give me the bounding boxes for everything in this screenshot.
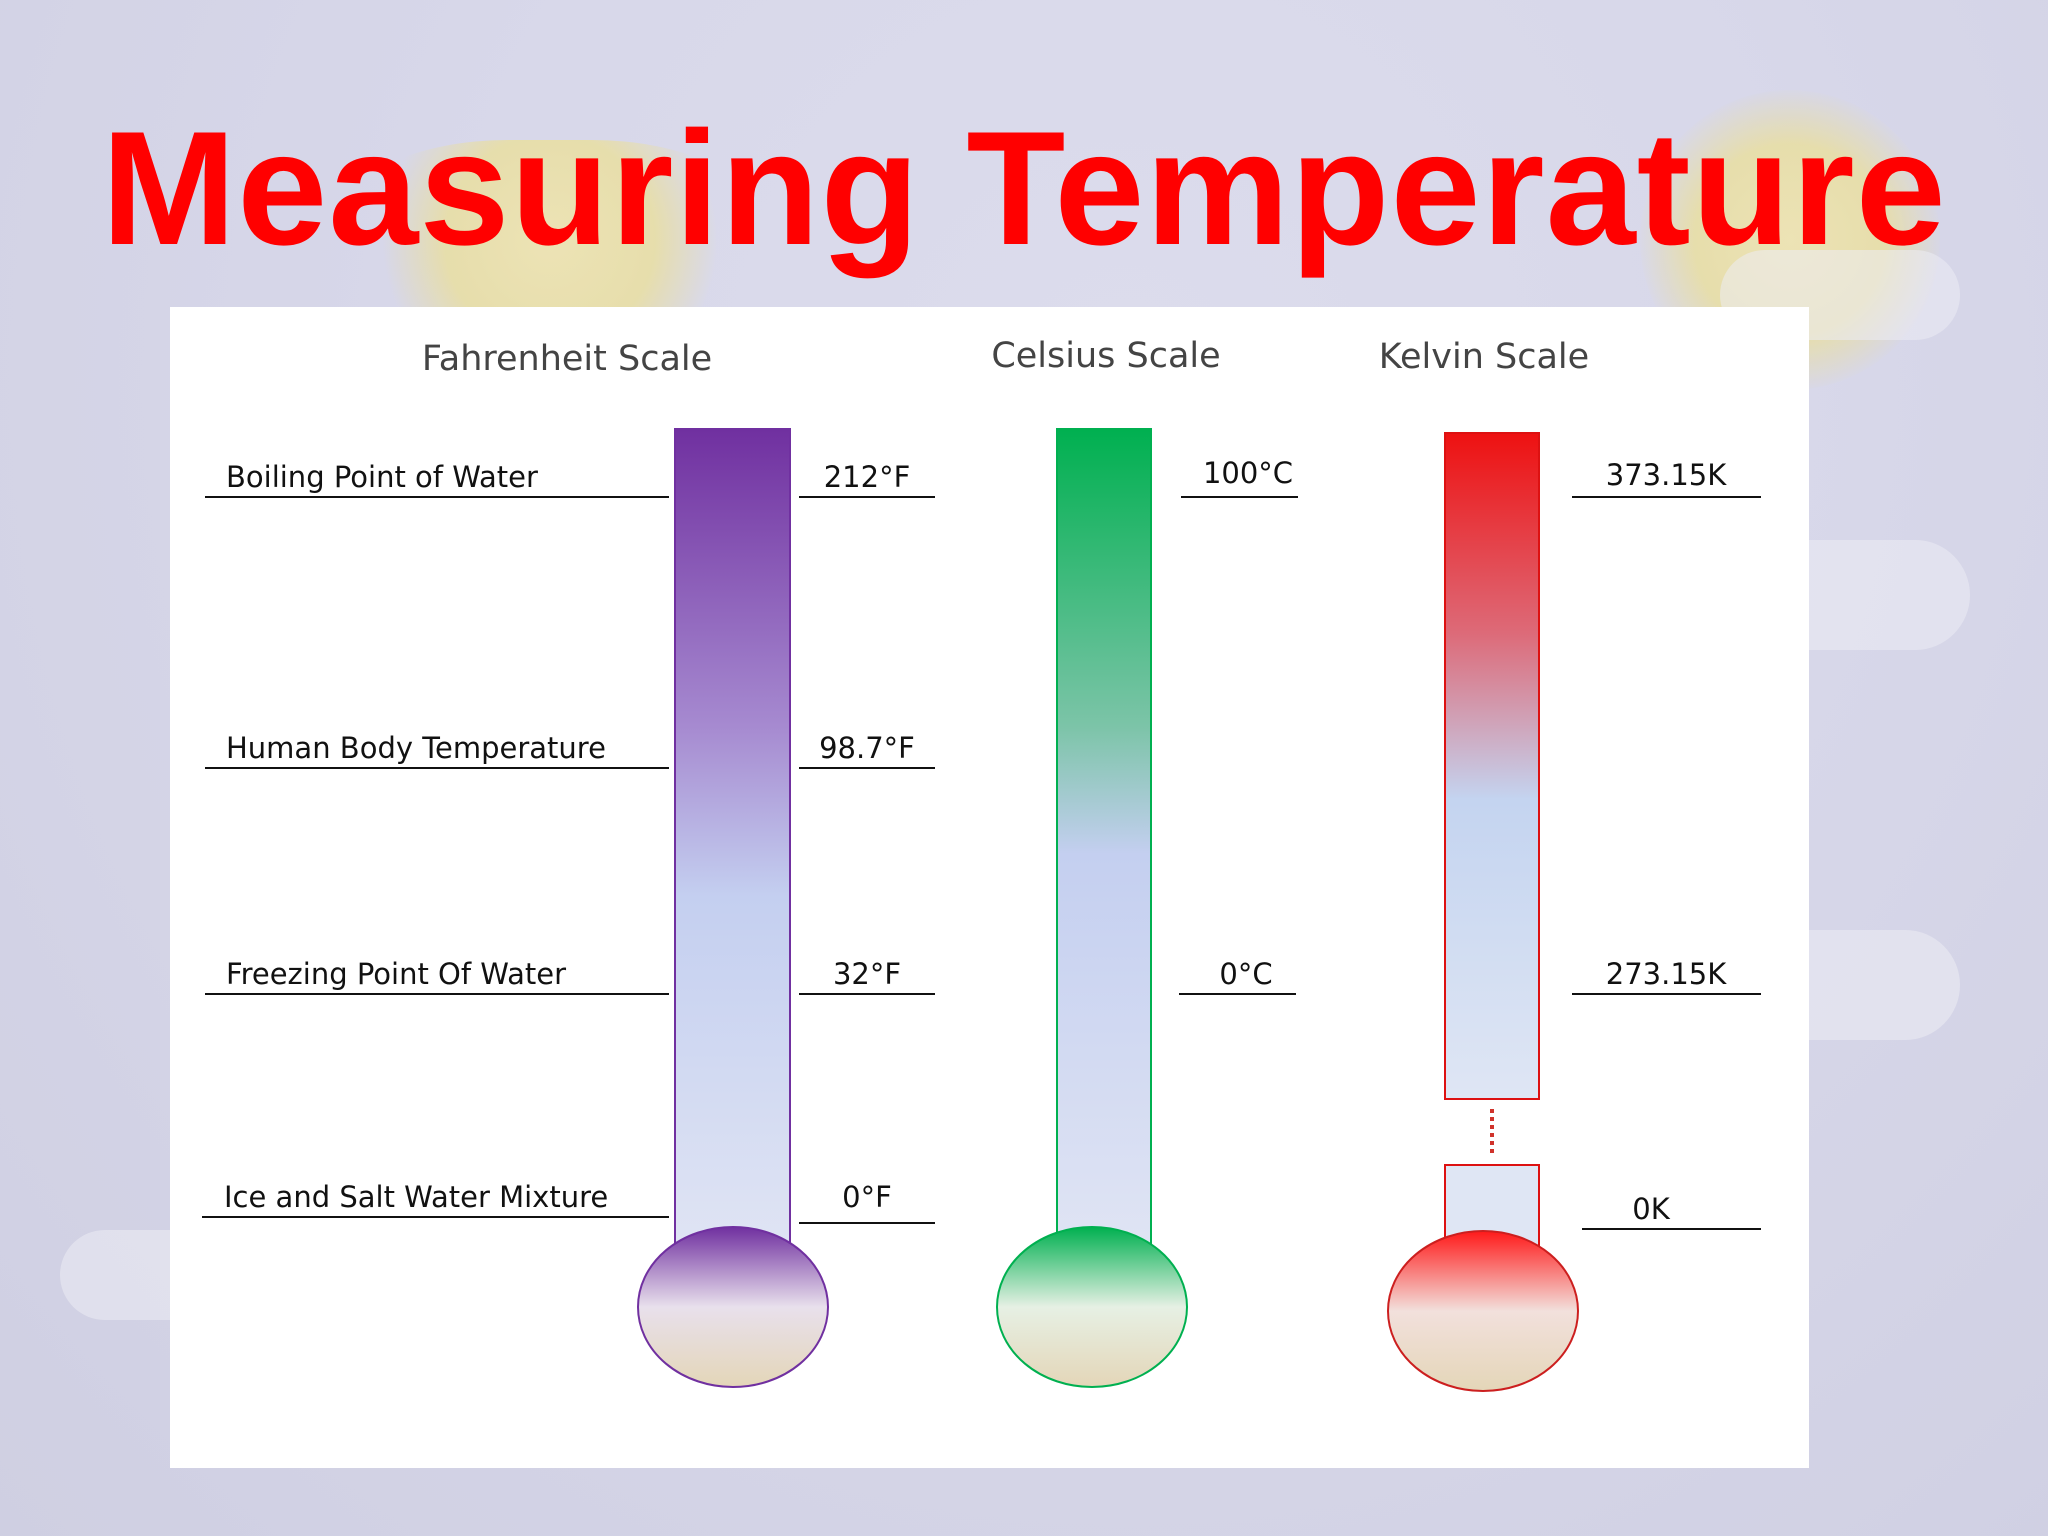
kelvin-scale-title: Kelvin Scale — [1379, 337, 1589, 377]
freezing-point-label: Freezing Point Of Water — [226, 957, 566, 991]
fahrenheit-scale-title: Fahrenheit Scale — [422, 339, 712, 379]
celsius-scale-title: Celsius Scale — [991, 336, 1220, 376]
thermometer-diagram: Fahrenheit Scale Celsius Scale Kelvin Sc… — [170, 307, 1809, 1468]
boiling-point-label: Boiling Point of Water — [226, 460, 538, 494]
celsius-tube — [1056, 428, 1152, 1280]
celsius-thermometer — [996, 428, 1188, 1388]
sun-decoration — [340, 140, 760, 340]
kelvin-boiling-value: 373.15K — [1606, 458, 1727, 492]
fahrenheit-tube — [674, 428, 791, 1280]
slide-title: Measuring Temperature — [101, 98, 1947, 279]
celsius-boiling-value: 100°C — [1203, 456, 1293, 490]
fahrenheit-thermometer — [637, 428, 829, 1388]
fahrenheit-boiling-value: 212°F — [824, 460, 911, 494]
kelvin-bulb — [1387, 1230, 1579, 1392]
celsius-freezing-value: 0°C — [1219, 957, 1272, 991]
reference-lines — [202, 496, 1761, 1230]
fahrenheit-body-value: 98.7°F — [819, 731, 915, 765]
kelvin-tube-upper — [1444, 432, 1540, 1100]
fahrenheit-freezing-value: 32°F — [833, 957, 901, 991]
kelvin-freezing-value: 273.15K — [1606, 957, 1727, 991]
fahrenheit-ice-salt-value: 0°F — [842, 1180, 892, 1214]
fahrenheit-bulb — [637, 1226, 829, 1388]
celsius-bulb — [996, 1226, 1188, 1388]
kelvin-thermometer — [1387, 432, 1579, 1392]
body-temperature-label: Human Body Temperature — [226, 731, 606, 765]
kelvin-zero-value: 0K — [1632, 1192, 1670, 1226]
thermometer-diagram-svg: Fahrenheit Scale Celsius Scale Kelvin Sc… — [202, 336, 1761, 1392]
ice-salt-mixture-label: Ice and Salt Water Mixture — [224, 1180, 608, 1214]
